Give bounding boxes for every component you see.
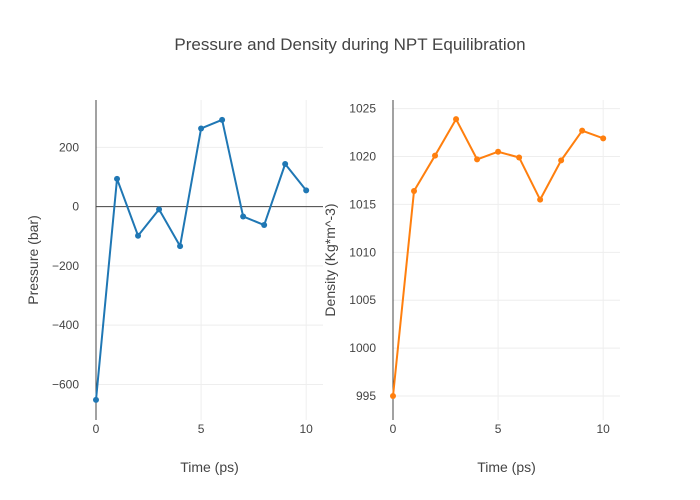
density-ytick-label: 1005 (349, 293, 376, 307)
pressure-xtick-label: 0 (93, 422, 100, 436)
density-x-axis-title: Time (ps) (477, 459, 536, 475)
density-y-axis-title: Density (Kg*m^-3) (322, 203, 338, 316)
pressure-x-axis-title: Time (ps) (180, 459, 239, 475)
pressure-data-point[interactable] (303, 187, 310, 194)
density-ytick-label: 1020 (349, 150, 376, 164)
pressure-data-point[interactable] (198, 125, 205, 132)
density-data-point[interactable] (579, 127, 586, 134)
density-data-point[interactable] (453, 116, 460, 123)
pressure-data-point[interactable] (261, 222, 268, 229)
pressure-xtick-label: 5 (198, 422, 205, 436)
density-xtick-label: 0 (390, 422, 397, 436)
pressure-ytick-label: 200 (59, 140, 79, 154)
pressure-data-point[interactable] (177, 243, 184, 250)
density-data-point[interactable] (558, 157, 565, 164)
pressure-data-point[interactable] (114, 175, 121, 182)
density-ytick-label: 1010 (349, 245, 376, 259)
pressure-xtick-label: 10 (300, 422, 314, 436)
pressure-ytick-label: 0 (72, 200, 79, 214)
pressure-data-point[interactable] (156, 206, 163, 213)
density-data-point[interactable] (495, 148, 502, 155)
pressure-ytick-label: −200 (52, 259, 79, 273)
chart-title: Pressure and Density during NPT Equilibr… (174, 35, 525, 54)
pressure-data-point[interactable] (135, 232, 142, 239)
density-data-point[interactable] (516, 154, 523, 161)
pressure-data-point[interactable] (282, 161, 289, 167)
pressure-ytick-label: −600 (52, 377, 79, 391)
density-xtick-label: 10 (597, 422, 611, 436)
pressure-ytick-label: −400 (52, 318, 79, 332)
density-data-point[interactable] (537, 196, 544, 203)
density-ytick-label: 1015 (349, 197, 376, 211)
pressure-y-axis-title: Pressure (bar) (25, 215, 41, 304)
density-xtick-label: 5 (495, 422, 502, 436)
density-ytick-label: 995 (356, 389, 376, 403)
density-data-point[interactable] (390, 393, 396, 400)
density-data-point[interactable] (411, 188, 418, 195)
pressure-data-point[interactable] (219, 116, 226, 123)
pressure-subplot: 200 0 −200 −400 −600 0 5 10 Time (ps) Pressure (b… (25, 100, 323, 475)
density-data-point[interactable] (432, 152, 439, 159)
density-subplot: 995 1000 1005 1010 1015 1020 1025 0 5 10 Time (ps)… (322, 100, 620, 475)
density-ytick-label: 1000 (349, 341, 376, 355)
pressure-data-point[interactable] (93, 396, 99, 403)
pressure-data-point[interactable] (240, 213, 247, 220)
density-ytick-label: 1025 (349, 102, 376, 116)
density-data-point[interactable] (600, 135, 607, 142)
density-data-point[interactable] (474, 156, 481, 163)
